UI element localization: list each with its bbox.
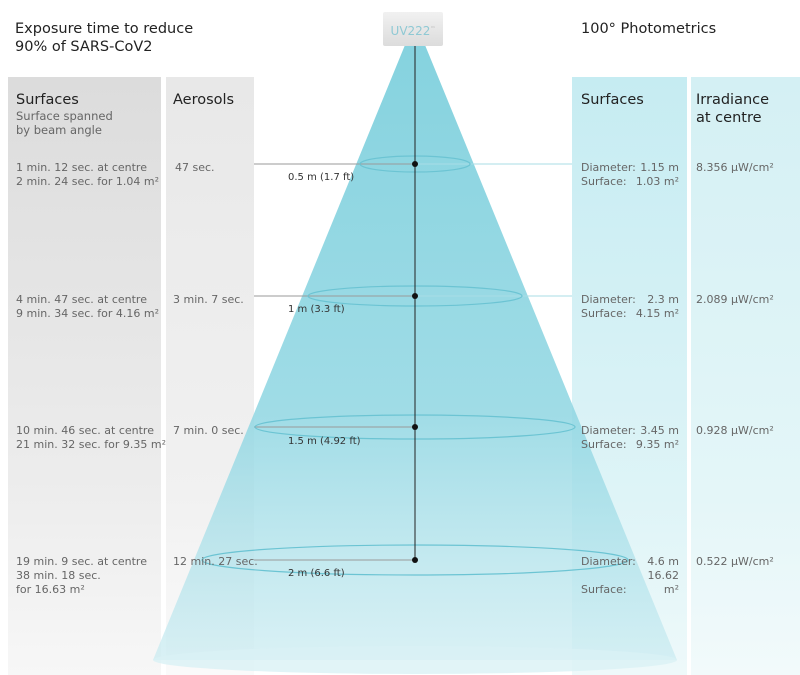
aerosol-exposure-row-3: 12 min. 27 sec. bbox=[173, 555, 258, 568]
distance-label-row-2: 1.5 m (4.92 ft) bbox=[288, 436, 361, 447]
surface-exposure-line: 10 min. 46 sec. at centre bbox=[16, 424, 154, 437]
surface-exposure-line: 19 min. 9 sec. at centre bbox=[16, 555, 147, 568]
axis-point-row-0 bbox=[412, 161, 418, 167]
row-connectors bbox=[254, 163, 572, 561]
surface-exposure-line: 9 min. 34 sec. for 4.16 m² bbox=[16, 307, 159, 320]
photometrics-title: 100° Photometrics bbox=[581, 21, 717, 37]
surface-label: Surface: bbox=[581, 438, 627, 451]
irradiance-title-line2: at centre bbox=[696, 110, 762, 126]
axis-point-row-2 bbox=[412, 424, 418, 430]
surface-exposure-line: 2 min. 24 sec. for 1.04 m² bbox=[16, 175, 159, 188]
aerosols-title: Aerosols bbox=[173, 92, 235, 108]
surface-exposure-row-1: 4 min. 47 sec. at centre 9 min. 34 sec. … bbox=[16, 293, 159, 321]
surface-exposure-line: 1 min. 12 sec. at centre bbox=[16, 161, 147, 174]
surface-exposure-row-0: 1 min. 12 sec. at centre 2 min. 24 sec. … bbox=[16, 161, 159, 189]
irradiance-title-line1: Irradiance bbox=[696, 92, 770, 108]
diameter-label: Diameter: bbox=[581, 424, 636, 437]
photometrics-row-0: Diameter: 1.15 m Surface: 1.03 m² bbox=[581, 161, 679, 189]
irradiance-row-3: 0.522 µW/cm² bbox=[696, 555, 774, 568]
surface-value: 9.35 m² bbox=[635, 438, 679, 451]
aerosol-exposure-row-2: 7 min. 0 sec. bbox=[173, 424, 244, 437]
axis-point-row-3 bbox=[412, 557, 418, 563]
surface-label: Surface: bbox=[581, 175, 627, 188]
diameter-value: 3.45 m bbox=[640, 424, 679, 437]
surface-exposure-line: 4 min. 47 sec. at centre bbox=[16, 293, 147, 306]
surfaces-right-title: Surfaces bbox=[581, 92, 644, 108]
surfaces-left-subtitle-line2: by beam angle bbox=[16, 123, 102, 137]
surface-value: 4.15 m² bbox=[635, 307, 679, 320]
exposure-title-line1: Exposure time to reduce bbox=[15, 21, 194, 37]
irradiance-row-1: 2.089 µW/cm² bbox=[696, 293, 774, 306]
surfaces-left-title: Surfaces bbox=[16, 92, 79, 108]
axis-point-row-1 bbox=[412, 293, 418, 299]
aerosol-exposure-row-1: 3 min. 7 sec. bbox=[173, 293, 244, 306]
surface-value: 1.03 m² bbox=[635, 175, 679, 188]
irradiance-header: Irradiance at centre bbox=[696, 91, 769, 127]
surfaces-left-column bbox=[8, 77, 161, 675]
aerosol-exposure-row-0: 47 sec. bbox=[175, 161, 215, 174]
surface-label: Surface: bbox=[581, 583, 627, 596]
diameter-value: 4.6 m bbox=[647, 555, 679, 568]
distance-label-row-0: 0.5 m (1.7 ft) bbox=[288, 172, 355, 183]
distance-label-row-3: 2 m (6.6 ft) bbox=[288, 568, 345, 579]
diameter-label: Diameter: bbox=[581, 293, 636, 306]
surface-exposure-row-2: 10 min. 46 sec. at centre 21 min. 32 sec… bbox=[16, 424, 166, 452]
photometrics-row-2: Diameter: 3.45 m Surface: 9.35 m² bbox=[581, 424, 679, 452]
lamp-trademark: ™ bbox=[430, 26, 436, 32]
surface-exposure-row-3: 19 min. 9 sec. at centre 38 min. 18 sec.… bbox=[16, 555, 147, 597]
surfaces-left-header: Surfaces Surface spanned by beam angle bbox=[16, 91, 113, 137]
diameter-label: Diameter: bbox=[581, 161, 636, 174]
distance-label-row-1: 1 m (3.3 ft) bbox=[288, 304, 345, 315]
surface-value: 16.62 m² bbox=[647, 569, 680, 596]
photometrics-row-3: Diameter: 4.6 m Surface: 16.62 m² bbox=[581, 555, 679, 597]
irradiance-row-2: 0.928 µW/cm² bbox=[696, 424, 774, 437]
surface-exposure-line: for 16.63 m² bbox=[16, 583, 85, 596]
surface-exposure-line: 21 min. 32 sec. for 9.35 m² bbox=[16, 438, 166, 451]
uv222-lamp: UV222™ bbox=[383, 12, 443, 46]
irradiance-row-0: 8.356 µW/cm² bbox=[696, 161, 774, 174]
photometrics-row-1: Diameter: 2.3 m Surface: 4.15 m² bbox=[581, 293, 679, 321]
exposure-title-line2: 90% of SARS-CoV2 bbox=[15, 39, 153, 55]
surface-label: Surface: bbox=[581, 307, 627, 320]
diameter-value: 2.3 m bbox=[647, 293, 679, 306]
exposure-title: Exposure time to reduce 90% of SARS-CoV2 bbox=[15, 20, 193, 56]
diameter-label: Diameter: bbox=[581, 555, 636, 568]
surface-exposure-line: 38 min. 18 sec. bbox=[16, 569, 101, 582]
lamp-label: UV222 bbox=[390, 24, 431, 38]
surfaces-left-subtitle-line1: Surface spanned bbox=[16, 109, 113, 123]
diameter-value: 1.15 m bbox=[640, 161, 679, 174]
irradiance-column bbox=[691, 77, 800, 675]
beam-base-ellipse bbox=[153, 646, 677, 674]
